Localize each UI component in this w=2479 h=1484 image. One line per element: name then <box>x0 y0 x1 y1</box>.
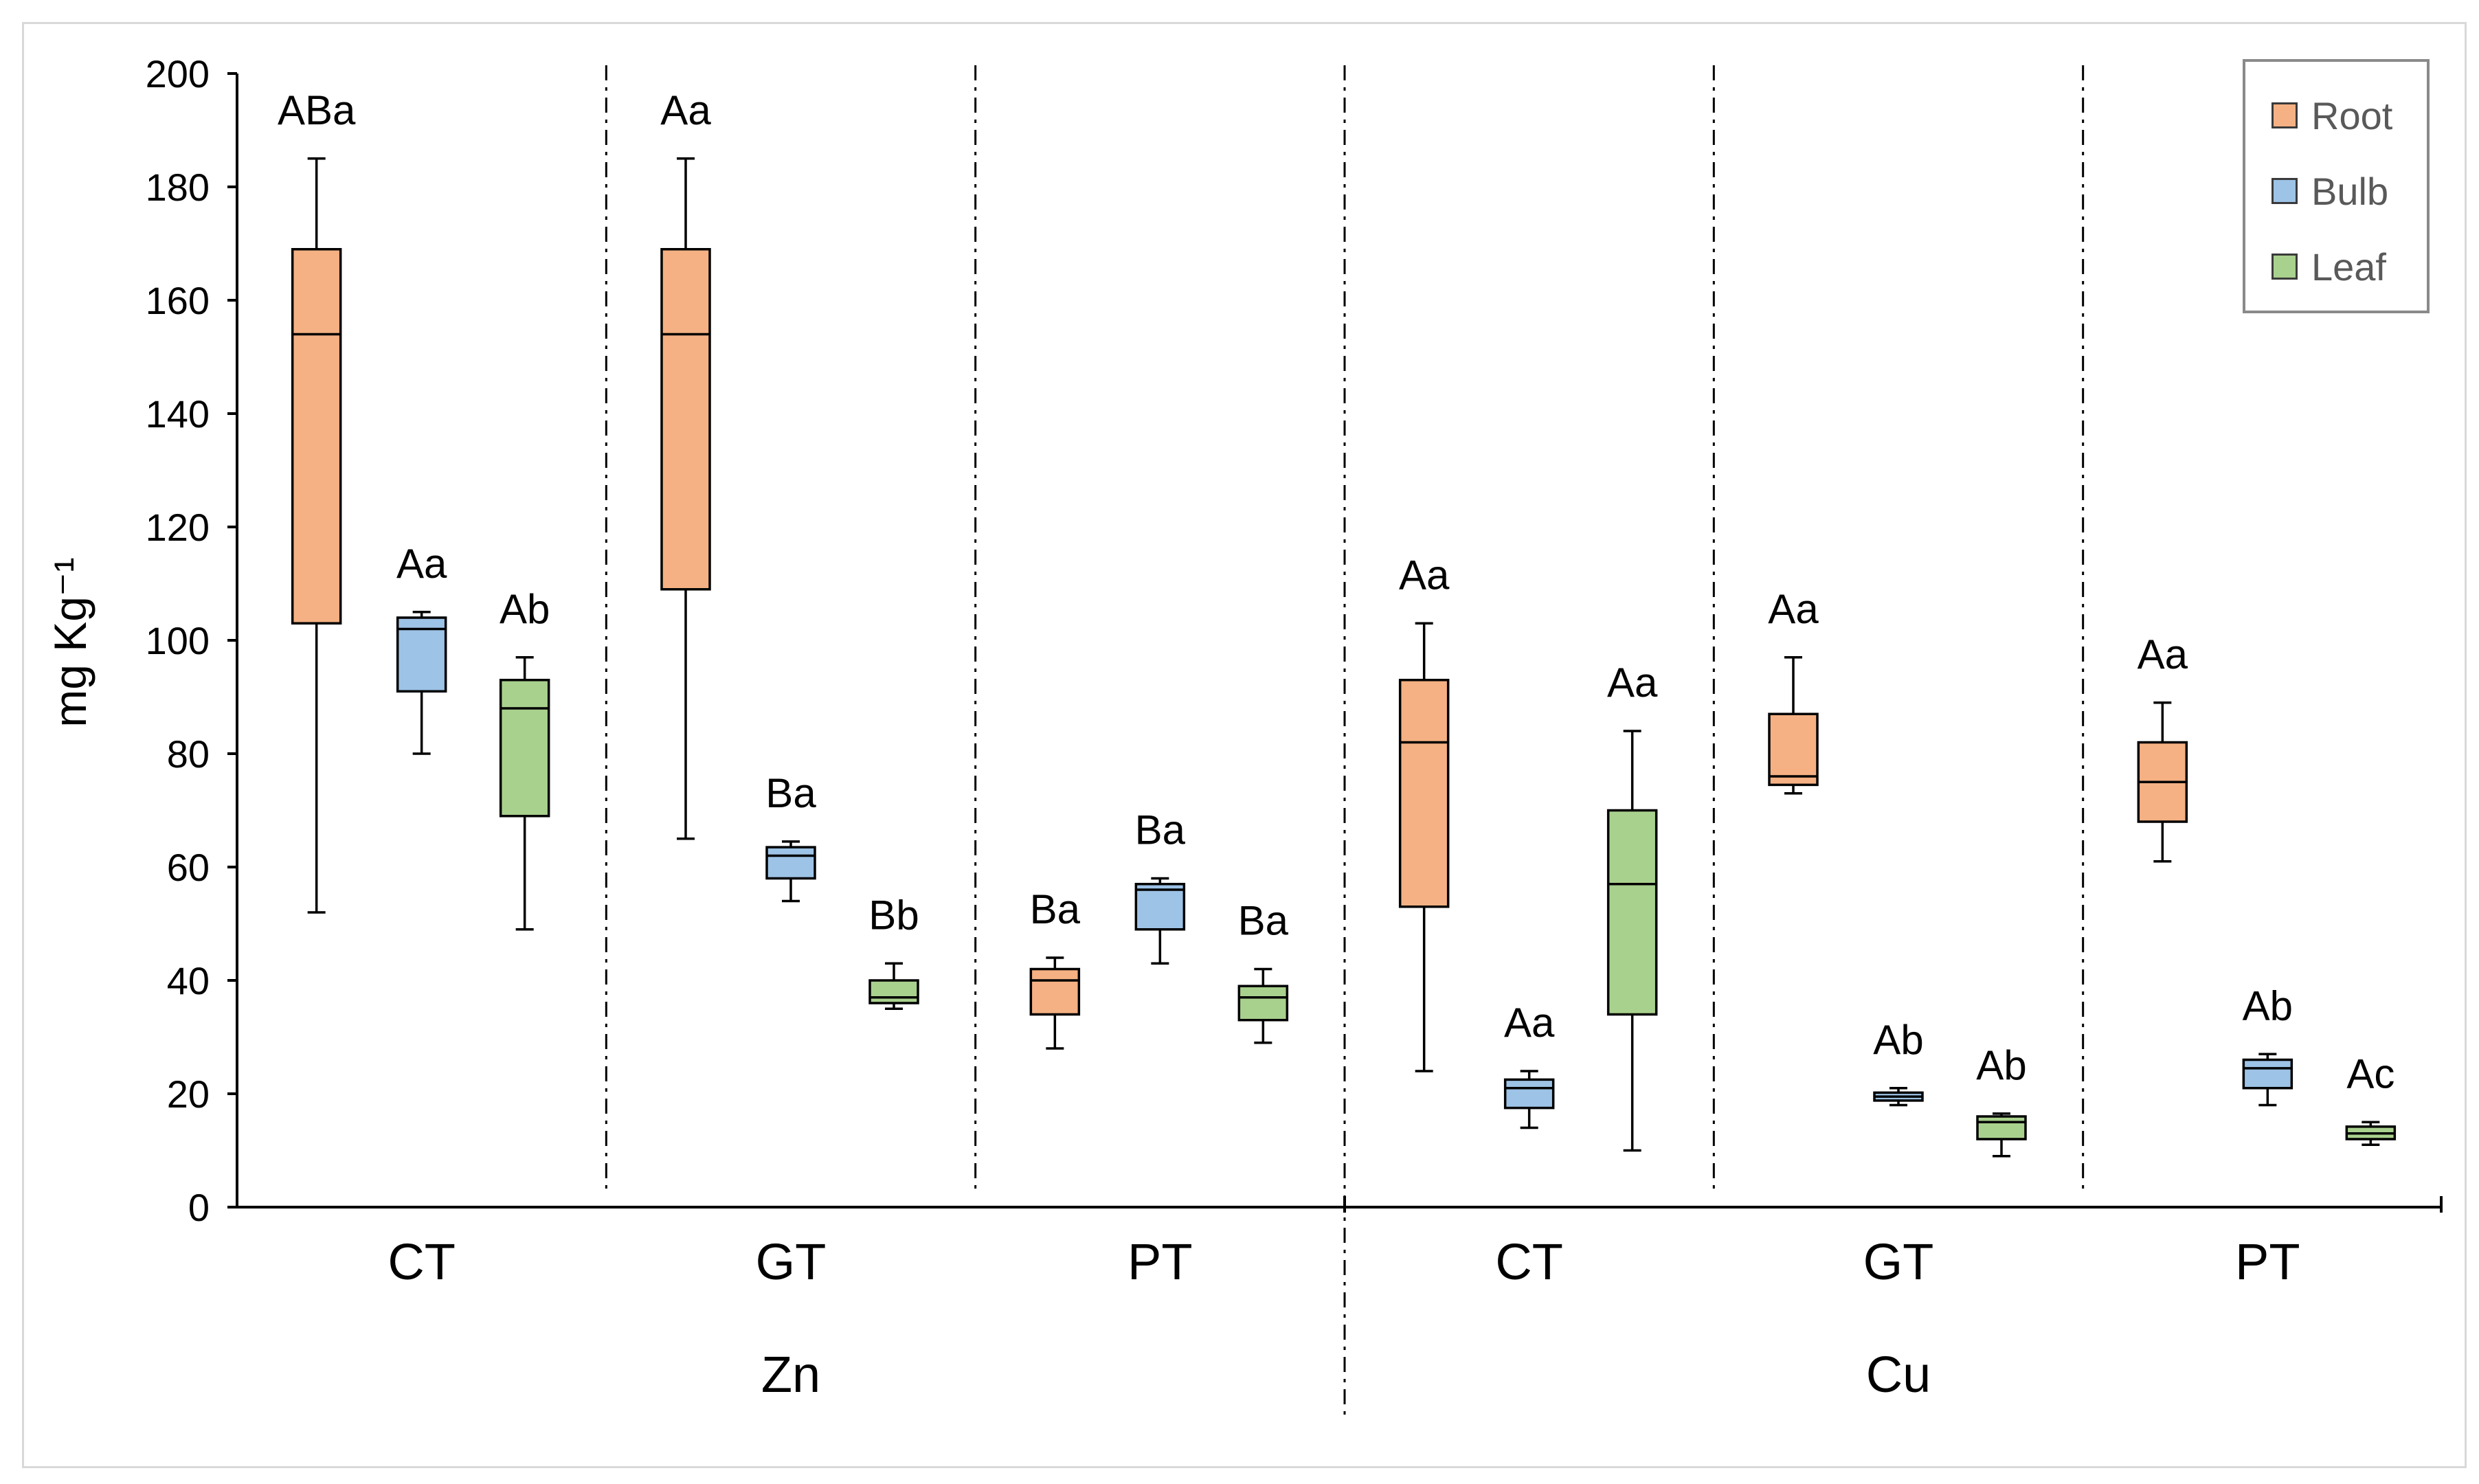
boxes <box>291 157 2397 1158</box>
y-axis-label: mg Kg⁻¹ <box>45 557 96 728</box>
significance-letter: Ba <box>1238 898 1289 944</box>
legend-item-bulb: Bulb <box>2272 169 2389 213</box>
significance-letter: Ab <box>1873 1017 1923 1063</box>
treatment-label: GT <box>756 1233 827 1290</box>
y-tick-label: 100 <box>146 619 210 662</box>
metal-label: Cu <box>1866 1346 1931 1403</box>
root-box <box>660 248 711 591</box>
significance-letter: Ba <box>1135 807 1186 853</box>
separators <box>605 65 2085 1417</box>
y-tick-label: 200 <box>146 52 210 95</box>
figure-frame <box>22 22 2467 1468</box>
y-tick-label: 160 <box>146 279 210 322</box>
legend-label-root: Root <box>2311 93 2393 137</box>
y-tick-label: 40 <box>167 959 210 1002</box>
bulb-box <box>765 846 816 880</box>
leaf-box <box>868 979 919 1004</box>
y-tick-label: 120 <box>146 506 210 549</box>
root-swatch <box>2272 102 2298 128</box>
treatment-label: GT <box>1863 1233 1934 1290</box>
leaf-box <box>1606 809 1658 1016</box>
bulb-box <box>1134 883 1186 931</box>
significance-letter: ABa <box>278 87 356 133</box>
significance-letter: Aa <box>2138 631 2188 677</box>
root-box <box>1768 712 1819 787</box>
labels: CT ABa Aa Ab GT Aa Ba Bb PT Ba Ba Ba Zn CT Aa Aa Aa GT Aa A… <box>278 87 2394 1403</box>
root-box <box>1398 679 1450 908</box>
leaf-box <box>1237 985 1289 1022</box>
significance-letter: Aa <box>396 541 447 587</box>
leaf-swatch <box>2272 254 2298 280</box>
bulb-box <box>2242 1058 2293 1090</box>
metal-label: Zn <box>761 1346 820 1403</box>
significance-letter: Aa <box>1399 552 1450 598</box>
root-box <box>291 248 342 625</box>
significance-letter: Aa <box>660 87 711 133</box>
significance-letter: Ab <box>2243 982 2293 1028</box>
significance-letter: Aa <box>1504 1000 1555 1046</box>
treatment-label: PT <box>2235 1233 2300 1290</box>
significance-letter: Ba <box>1030 886 1081 932</box>
legend-item-leaf: Leaf <box>2272 245 2386 289</box>
leaf-box <box>1976 1115 2027 1140</box>
bulb-box <box>1503 1078 1555 1110</box>
treatment-label: PT <box>1128 1233 1193 1290</box>
significance-letter: Ab <box>500 586 550 632</box>
significance-letter: Aa <box>1607 660 1658 706</box>
significance-letter: Ac <box>2346 1050 2394 1097</box>
significance-letter: Aa <box>1768 586 1819 632</box>
bulb-swatch <box>2272 178 2298 204</box>
y-tick-label: 180 <box>146 166 210 209</box>
y-tick-label: 80 <box>167 732 210 776</box>
significance-letter: Bb <box>868 892 919 938</box>
axes: 0 20 40 60 80 100 120 140 160 180 200 <box>146 52 2443 1229</box>
root-box <box>1029 967 1081 1016</box>
y-tick-label: 60 <box>167 846 210 889</box>
leaf-box <box>499 679 550 818</box>
legend-label-bulb: Bulb <box>2311 169 2389 213</box>
treatment-label: CT <box>388 1233 456 1290</box>
legend-item-root: Root <box>2272 93 2393 137</box>
legend-label-leaf: Leaf <box>2311 245 2386 289</box>
legend: Root Bulb Leaf <box>2243 59 2430 313</box>
y-tick-label: 20 <box>167 1072 210 1116</box>
y-tick-label: 140 <box>146 392 210 436</box>
treatment-label: CT <box>1495 1233 1563 1290</box>
significance-letter: Ba <box>765 770 816 816</box>
significance-letter: Ab <box>1976 1042 2026 1088</box>
y-tick-label: 0 <box>188 1186 210 1229</box>
